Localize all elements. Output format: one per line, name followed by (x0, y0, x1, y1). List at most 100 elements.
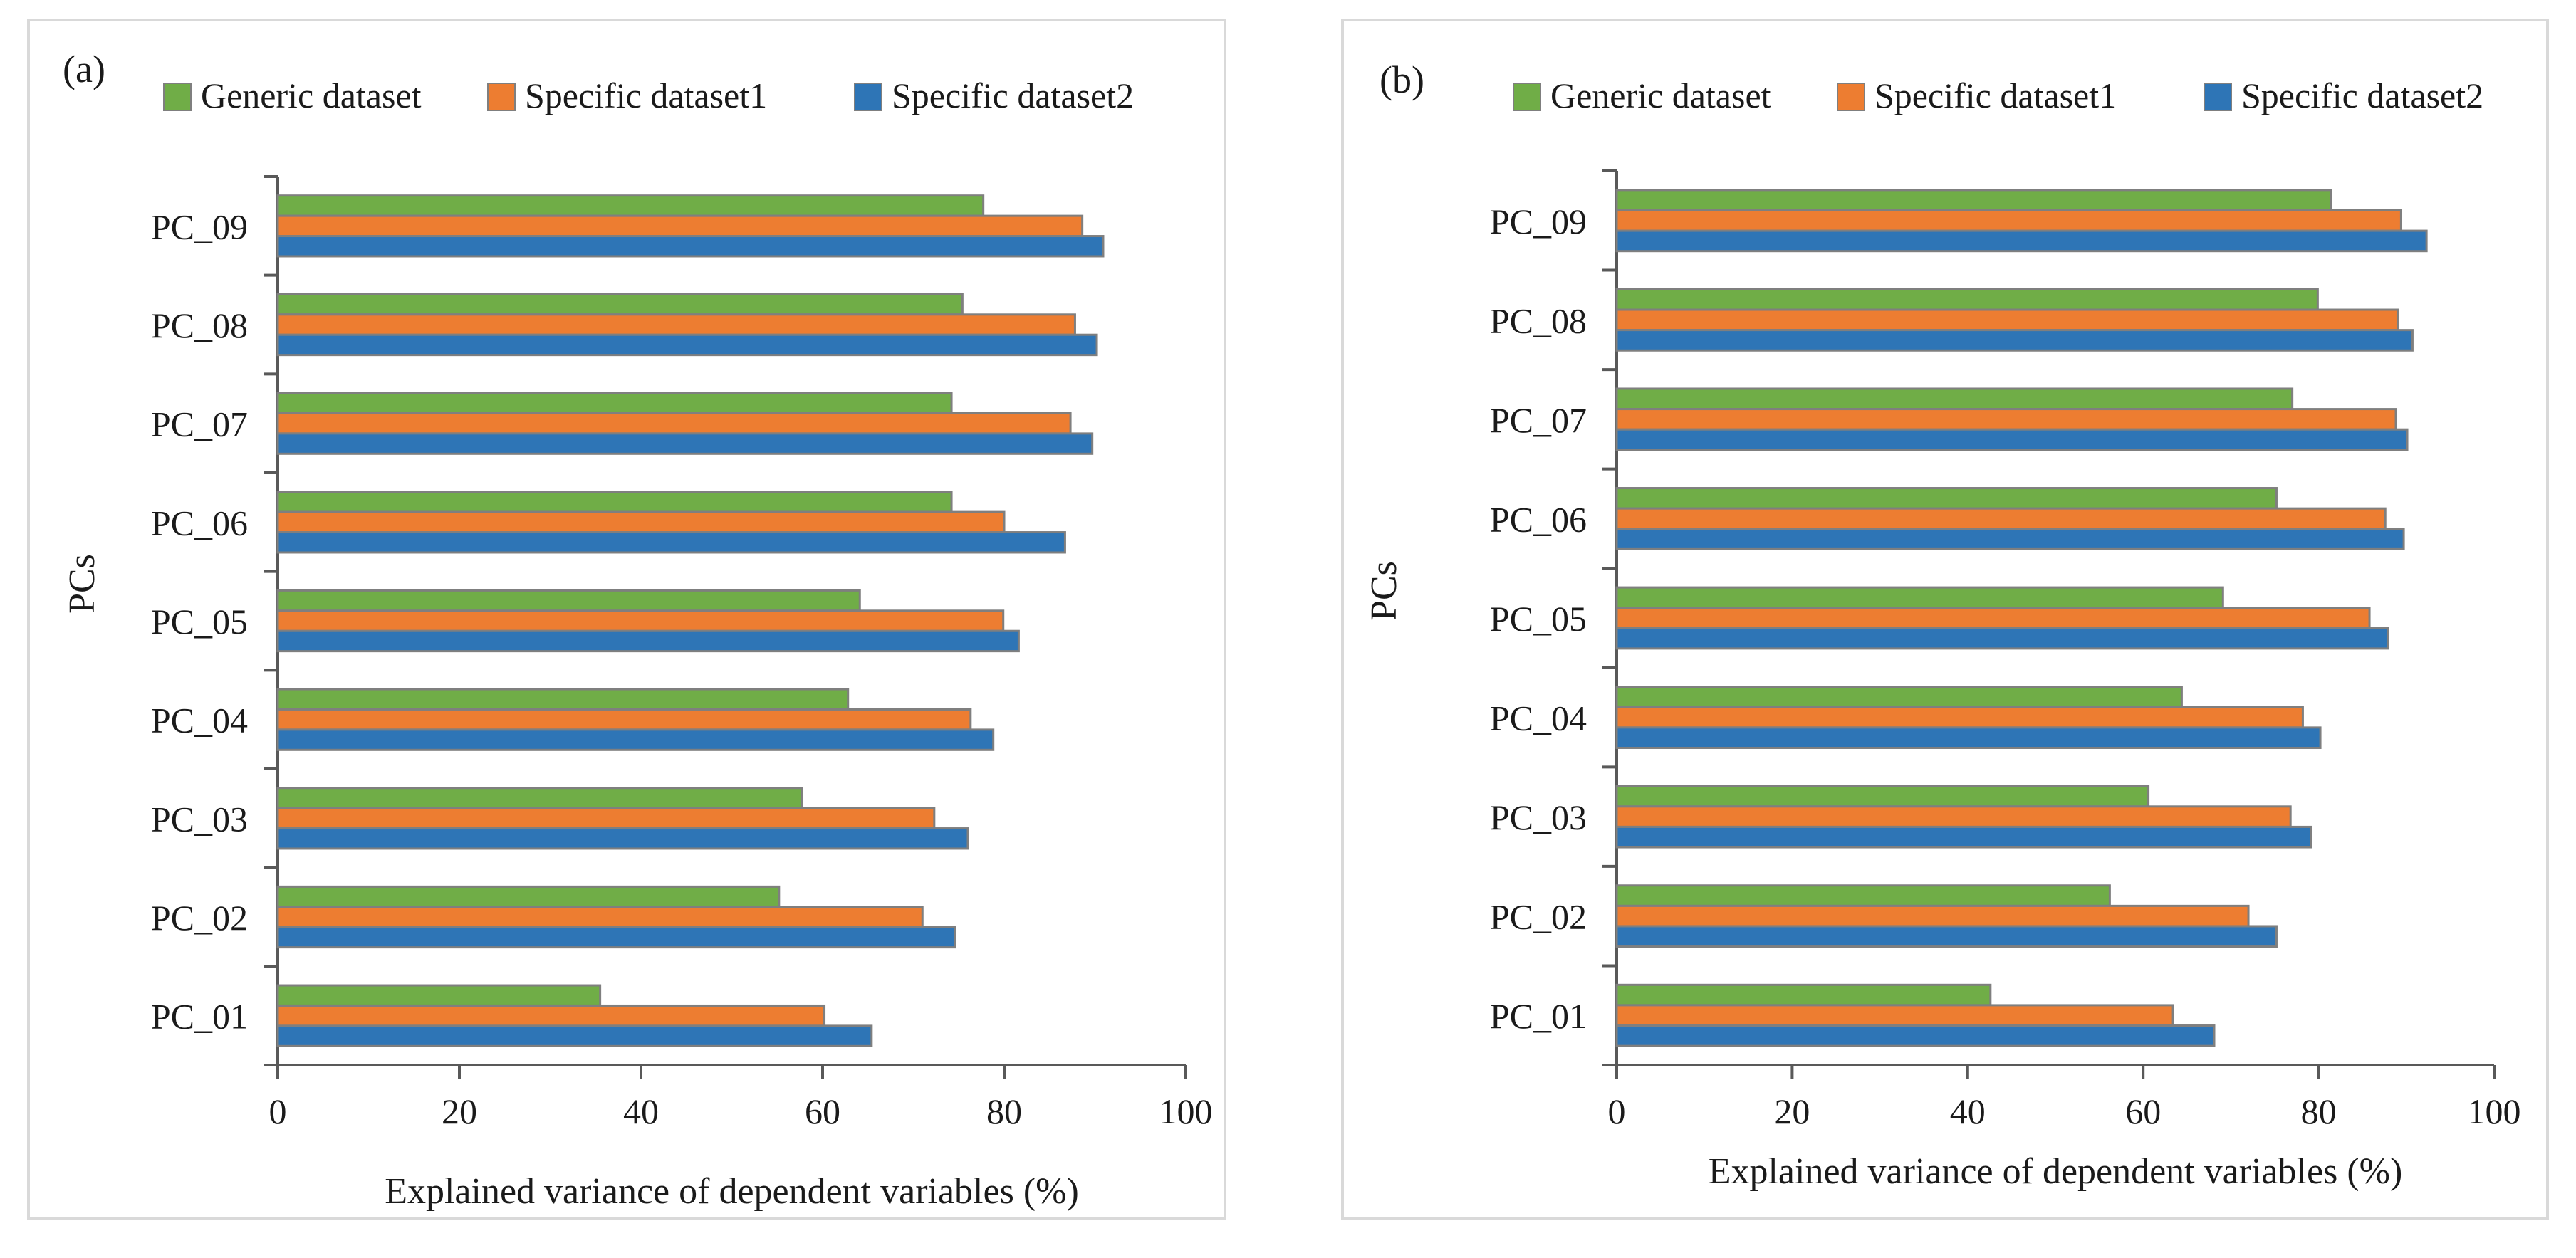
bar-specific-dataset2-pc_08 (276, 333, 1098, 357)
x-tick-label: 60 (805, 1091, 840, 1131)
y-tick-label: PC_05 (151, 602, 248, 641)
bar-specific-dataset1-pc_05 (1615, 607, 2371, 629)
bar-specific-dataset1-pc_05 (276, 609, 1005, 632)
x-tick-label: 80 (986, 1091, 1022, 1131)
bar-specific-dataset2-pc_04 (1615, 726, 2322, 749)
bar-specific-dataset2-pc_07 (1615, 428, 2409, 451)
y-tick-label: PC_07 (1490, 400, 1587, 440)
bar-specific-dataset2-pc_01 (276, 1024, 873, 1047)
x-tick-label: 100 (1159, 1091, 1213, 1131)
y-tick-label: PC_06 (151, 503, 248, 542)
x-tick-label: 40 (623, 1091, 659, 1131)
legend-item: Specific dataset2 (2204, 75, 2483, 115)
x-tick-label: 40 (1950, 1091, 1986, 1131)
bar-specific-dataset1-pc_02 (276, 906, 924, 928)
legend-label: Specific dataset2 (2241, 75, 2483, 115)
y-tick-label: PC_04 (1490, 698, 1587, 738)
chart-panel-a: (a) Generic dataset Specific dataset1 Speci… (27, 19, 1226, 1220)
x-axis-title: Explained variance of dependent variable… (385, 1171, 1079, 1212)
y-tick-label: PC_03 (151, 799, 248, 839)
bar-generic-dataset-pc_05 (1615, 586, 2224, 609)
x-tick-label: 80 (2301, 1091, 2337, 1131)
bar-generic-dataset-pc_04 (1615, 686, 2183, 708)
bar-generic-dataset-pc_01 (1615, 983, 1992, 1007)
bar-specific-dataset1-pc_09 (276, 214, 1084, 238)
bar-specific-dataset1-pc_01 (276, 1004, 826, 1027)
bar-generic-dataset-pc_07 (1615, 387, 2294, 411)
bar-specific-dataset1-pc_08 (276, 313, 1076, 336)
y-tick-label: PC_08 (1490, 300, 1587, 340)
bar-specific-dataset1-pc_03 (1615, 805, 2292, 828)
bar-generic-dataset-pc_09 (276, 194, 985, 217)
bar-specific-dataset2-pc_05 (276, 629, 1020, 653)
legend-label: Generic dataset (1550, 75, 1771, 115)
legend-item: Generic dataset (163, 75, 422, 115)
legend-swatch (1837, 83, 1865, 111)
bar-specific-dataset2-pc_05 (1615, 627, 2389, 650)
bar-specific-dataset2-pc_06 (276, 531, 1066, 554)
y-tick-label: PC_02 (151, 898, 248, 938)
bar-specific-dataset1-pc_07 (1615, 408, 2397, 431)
x-tick-label: 60 (2125, 1091, 2161, 1131)
x-tick-label: 0 (269, 1091, 287, 1131)
bar-specific-dataset2-pc_03 (276, 827, 969, 850)
x-tick-label: 20 (1774, 1091, 1810, 1131)
bar-specific-dataset1-pc_01 (1615, 1004, 2174, 1027)
y-axis-title: PCs (1364, 561, 1404, 621)
bar-specific-dataset1-pc_06 (276, 510, 1006, 534)
bar-generic-dataset-pc_02 (276, 885, 781, 908)
legend-label: Generic dataset (201, 75, 422, 115)
x-tick-label: 20 (442, 1091, 477, 1131)
chart-panel-b: (b) Generic dataset Specific dataset1 Speci… (1341, 19, 2549, 1220)
y-tick-label: PC_08 (151, 305, 248, 345)
bar-generic-dataset-pc_08 (276, 293, 964, 316)
y-tick-label: PC_02 (1490, 897, 1587, 937)
bar-specific-dataset1-pc_04 (1615, 706, 2304, 729)
bar-specific-dataset2-pc_08 (1615, 329, 2414, 352)
panel-label: (a) (63, 48, 105, 90)
y-tick-label: PC_05 (1490, 599, 1587, 639)
x-axis-title: Explained variance of dependent variable… (1709, 1151, 2403, 1192)
legend-item: Generic dataset (1513, 75, 1771, 115)
bar-generic-dataset-pc_02 (1615, 884, 2111, 907)
y-tick-label: PC_01 (151, 997, 248, 1037)
bar-generic-dataset-pc_06 (1615, 487, 2278, 510)
y-tick-label: PC_07 (151, 404, 248, 444)
bar-generic-dataset-pc_09 (1615, 189, 2332, 211)
panel-label: (b) (1380, 58, 1424, 101)
bar-specific-dataset2-pc_03 (1615, 825, 2312, 849)
bar-specific-dataset2-pc_02 (1615, 925, 2278, 948)
bar-specific-dataset1-pc_07 (276, 412, 1072, 435)
legend-item: Specific dataset1 (1837, 75, 2117, 115)
y-tick-label: PC_09 (1490, 201, 1587, 241)
bar-generic-dataset-pc_01 (276, 984, 602, 1007)
y-tick-label: PC_03 (1490, 797, 1587, 837)
y-tick-label: PC_06 (1490, 499, 1587, 539)
bar-specific-dataset1-pc_04 (276, 708, 972, 731)
legend-item: Specific dataset1 (487, 75, 767, 115)
bar-specific-dataset2-pc_01 (1615, 1024, 2216, 1047)
bar-specific-dataset1-pc_02 (1615, 904, 2250, 928)
bar-specific-dataset1-pc_03 (276, 807, 936, 830)
legend-item: Specific dataset2 (854, 75, 1134, 115)
bar-specific-dataset2-pc_09 (276, 235, 1105, 258)
legend-label: Specific dataset1 (525, 75, 767, 115)
bar-specific-dataset2-pc_02 (276, 926, 956, 949)
bar-specific-dataset2-pc_06 (1615, 528, 2405, 550)
legend-swatch (487, 83, 516, 111)
y-tick-label: PC_01 (1490, 996, 1587, 1036)
legend-swatch (2204, 83, 2232, 111)
bar-generic-dataset-pc_04 (276, 688, 850, 711)
bar-specific-dataset2-pc_09 (1615, 229, 2428, 253)
bar-generic-dataset-pc_03 (1615, 785, 2150, 808)
bar-generic-dataset-pc_08 (1615, 288, 2319, 311)
bar-specific-dataset1-pc_06 (1615, 507, 2387, 530)
y-tick-label: PC_09 (151, 206, 248, 246)
bar-specific-dataset1-pc_09 (1615, 209, 2402, 232)
legend-label: Specific dataset1 (1874, 75, 2117, 115)
y-axis-title: PCs (62, 554, 103, 614)
legend-swatch (163, 83, 192, 111)
bar-specific-dataset1-pc_08 (1615, 308, 2399, 332)
legend-swatch (854, 83, 882, 111)
